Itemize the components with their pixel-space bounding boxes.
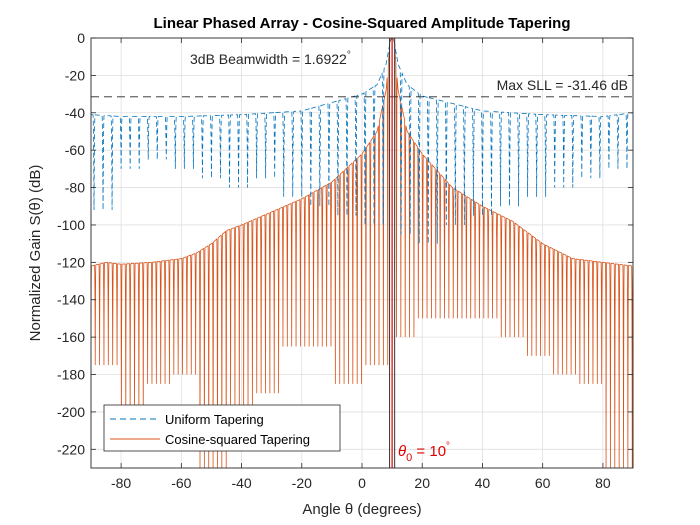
x-tick-label: -80 (111, 475, 131, 491)
y-tick-label: -180 (57, 367, 85, 383)
overlay-group (91, 38, 633, 468)
series-line-uniform (91, 38, 633, 244)
y-tick-label: -40 (65, 105, 85, 121)
y-tick-label: -220 (57, 441, 85, 457)
y-tick-label: -200 (57, 404, 85, 420)
theta-value: = 10 (412, 443, 446, 460)
y-axis-label: Normalized Gain S(θ) (dB) (27, 165, 44, 342)
series-group (91, 38, 633, 468)
plot-area: -80 -60 -40 -20 0 20 40 60 800-20-40-60-80-100-1… (57, 30, 634, 491)
theta-symbol: θ (398, 443, 406, 460)
legend-cosine-label: Cosine-squared Tapering (165, 432, 310, 447)
x-axis-label: Angle θ (degrees) (302, 501, 421, 518)
y-tick-label: -20 (65, 67, 85, 83)
y-tick-label: 0 (77, 30, 85, 46)
x-tick-label: 40 (475, 475, 491, 491)
beamwidth-annotation: 3dB Beamwidth = 1.6922° (190, 50, 351, 67)
y-tick-label: -80 (65, 180, 85, 196)
x-tick-label: 80 (595, 475, 611, 491)
grid-lines (91, 37, 633, 468)
sll-annotation: Max SLL = -31.46 dB (497, 77, 628, 93)
legend: Uniform Tapering Cosine-squared Tapering (103, 404, 341, 452)
legend-uniform-label: Uniform Tapering (165, 412, 264, 427)
beamwidth-text: 3dB Beamwidth = 1.6922 (190, 51, 347, 67)
theta-subscript: 0 (406, 452, 412, 464)
tick-group: -80 -60 -40 -20 0 20 40 60 800-20-40-60-80-100-1… (57, 30, 633, 491)
y-tick-label: -140 (57, 292, 85, 308)
y-tick-label: -60 (65, 142, 85, 158)
y-tick-label: -100 (57, 217, 85, 233)
y-tick-label: -120 (57, 254, 85, 270)
chart-title: Linear Phased Array - Cosine-Squared Amp… (153, 15, 570, 32)
y-tick-label: -160 (57, 329, 85, 345)
theta-degree: ° (446, 441, 450, 452)
x-tick-label: -60 (171, 475, 191, 491)
series-line-cosine-squared (91, 38, 633, 468)
beamwidth-degree: ° (347, 50, 351, 61)
steering-angle-label: θ0 = 10° (398, 441, 450, 464)
x-tick-label: -20 (292, 475, 312, 491)
x-tick-label: 20 (414, 475, 430, 491)
x-tick-label: 0 (358, 475, 366, 491)
x-tick-label: -40 (231, 475, 251, 491)
x-tick-label: 60 (535, 475, 551, 491)
legend-box (103, 404, 341, 452)
